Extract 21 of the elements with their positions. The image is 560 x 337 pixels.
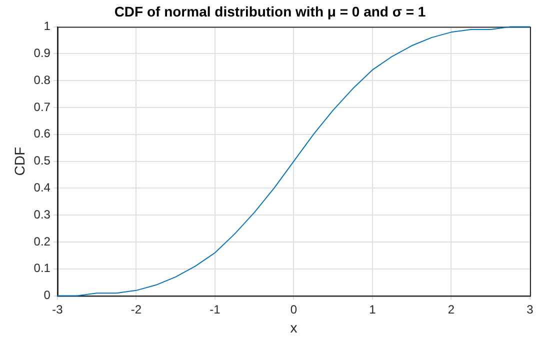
x-tick-label: 3	[526, 302, 534, 316]
y-tick-label: 0.2	[34, 234, 51, 248]
y-tick-label: 0.5	[34, 154, 51, 168]
x-axis-title: x	[290, 319, 298, 336]
y-tick-label: 0.4	[34, 180, 51, 195]
x-tick-label: 0	[290, 302, 298, 316]
x-tick-label: -1	[210, 302, 221, 316]
y-axis-title: CDF	[11, 146, 28, 176]
y-tick-label: 0.8	[34, 72, 51, 87]
x-tick-label: -2	[130, 302, 142, 316]
y-tick-label: 0.9	[34, 46, 51, 60]
y-tick-label: 0.6	[34, 126, 51, 141]
chart-title: CDF of normal distribution with μ = 0 and σ = 1	[114, 3, 426, 20]
y-tick-label: 0.3	[34, 207, 51, 222]
x-tick-label: -3	[52, 302, 64, 316]
x-tick-label: 1	[369, 302, 376, 316]
y-tick-label: 0.7	[34, 100, 51, 114]
x-tick-label: 2	[448, 302, 455, 316]
y-tick-label: 0.1	[34, 261, 51, 276]
y-tick-label: 1	[44, 19, 51, 34]
y-tick-label: 0	[44, 288, 51, 302]
